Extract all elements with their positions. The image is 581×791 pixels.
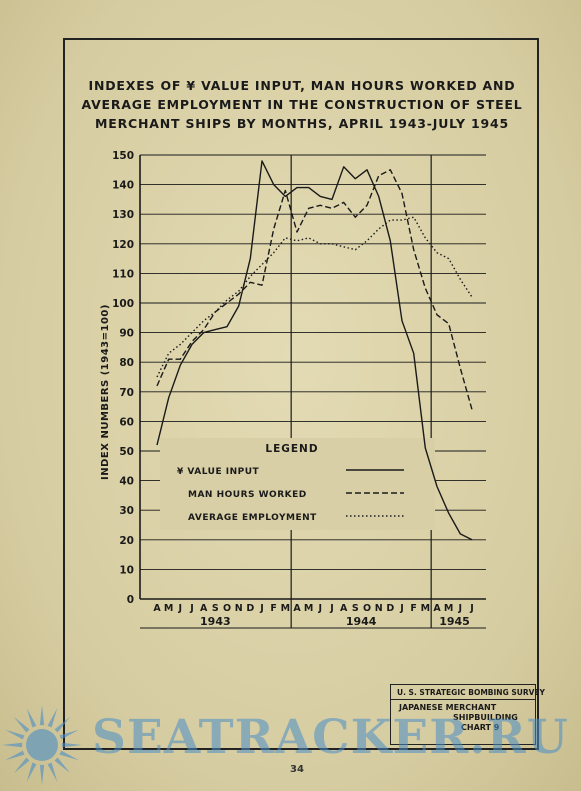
x-tick-label: O (363, 603, 371, 614)
survey-line-3: CHART 9 (461, 723, 500, 732)
y-tick-label: 80 (119, 357, 134, 369)
x-tick-label: J (329, 603, 334, 614)
x-tick-label: O (223, 603, 231, 614)
y-tick-label: 130 (112, 209, 134, 221)
y-tick-label: 70 (119, 387, 134, 399)
x-tick-label: A (293, 603, 301, 614)
x-tick-label: A (340, 603, 348, 614)
x-tick-label: J (189, 603, 194, 614)
survey-label-box: U. S. STRATEGIC BOMBING SURVEY JAPANESE … (390, 684, 545, 745)
year-label: 1944 (346, 615, 377, 628)
chart-title: INDEXES OF ¥ VALUE INPUT, MAN HOURS WORK… (70, 76, 534, 133)
x-tick-label: M (164, 603, 173, 614)
survey-heading: U. S. STRATEGIC BOMBING SURVEY (391, 685, 545, 700)
x-tick-label: M (304, 603, 313, 614)
y-tick-label: 30 (119, 505, 134, 517)
x-tick-label: N (235, 603, 243, 614)
y-tick-label: 10 (119, 564, 134, 576)
year-label: 1945 (439, 615, 470, 628)
y-tick-label: 60 (119, 416, 134, 428)
y-tick-label: 40 (119, 476, 134, 488)
series-line-2 (156, 169, 473, 410)
x-tick-label: S (212, 603, 219, 614)
y-tick-label: 140 (112, 180, 134, 192)
survey-line-2: SHIPBUILDING (453, 713, 518, 722)
x-tick-label: J (318, 603, 323, 614)
series-line-1 (156, 160, 473, 541)
year-label: 1943 (200, 615, 231, 628)
series-line-3 (156, 216, 473, 378)
chart-frame (63, 38, 539, 750)
x-tick-label: F (410, 603, 417, 614)
x-tick-label: S (352, 603, 359, 614)
x-tick-label: N (375, 603, 383, 614)
legend-label: AVERAGE EMPLOYMENT (188, 513, 317, 523)
x-tick-label: M (421, 603, 430, 614)
legend-label: ¥ VALUE INPUT (177, 467, 260, 477)
y-tick-label: 110 (112, 268, 134, 280)
legend-title: LEGEND (265, 443, 318, 455)
page-number: 34 (290, 764, 304, 775)
title-line-1: INDEXES OF ¥ VALUE INPUT, MAN HOURS WORK… (88, 78, 516, 93)
x-tick-label: A (153, 603, 161, 614)
x-tick-label: J (458, 603, 463, 614)
x-tick-label: F (270, 603, 277, 614)
x-tick-label: J (399, 603, 404, 614)
watermark-text: SEATRACKER.RU (92, 710, 569, 765)
x-tick-label: A (433, 603, 441, 614)
y-tick-label: 90 (119, 328, 134, 340)
watermark-logo (2, 705, 82, 785)
x-tick-label: D (386, 603, 394, 614)
survey-line-1: JAPANESE MERCHANT (399, 703, 497, 712)
y-tick-label: 150 (112, 150, 134, 162)
y-axis-title: INDEX NUMBERS (1943=100) (100, 304, 111, 480)
x-tick-label: M (444, 603, 453, 614)
y-tick-label: 50 (119, 446, 134, 458)
title-line-2: AVERAGE EMPLOYMENT IN THE CONSTRUCTION O… (81, 97, 523, 112)
y-tick-label: 100 (112, 298, 134, 310)
y-tick-label: 20 (119, 535, 134, 547)
x-tick-label: J (259, 603, 264, 614)
title-line-3: MERCHANT SHIPS BY MONTHS, APRIL 1943-JUL… (95, 116, 509, 131)
y-tick-label: 120 (112, 239, 134, 251)
legend-label: MAN HOURS WORKED (188, 490, 307, 500)
x-tick-label: D (246, 603, 254, 614)
x-tick-label: M (281, 603, 290, 614)
x-tick-label: J (178, 603, 183, 614)
y-tick-label: 0 (127, 594, 134, 606)
x-tick-label: J (469, 603, 474, 614)
x-tick-label: A (200, 603, 208, 614)
legend-background (160, 438, 435, 530)
